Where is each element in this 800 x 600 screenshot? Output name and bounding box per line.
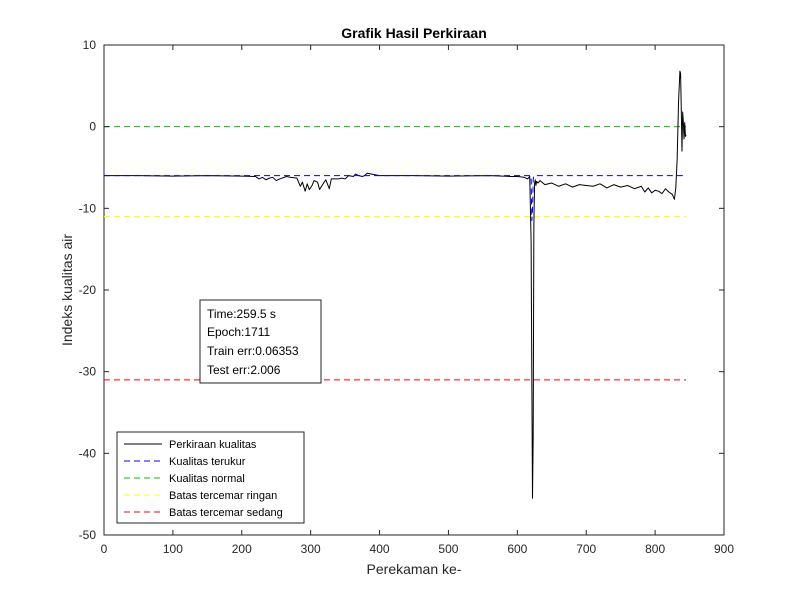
info-time: Time:259.5 s — [207, 307, 276, 321]
info-train-err: Train err:0.06353 — [207, 344, 299, 358]
y-tick-label: -30 — [79, 365, 97, 379]
training-info-box-frame — [199, 299, 322, 384]
x-tick-label: 400 — [370, 542, 390, 556]
x-tick-label: 300 — [301, 542, 321, 556]
x-axis-ticks: 0 100 200 300 400 500 600 700 800 900 — [101, 45, 734, 556]
chart-title: Grafik Hasil Perkiraan — [341, 25, 487, 41]
y-axis-ticks: 10 0 -10 -20 -30 -40 -50 — [79, 38, 724, 542]
legend-label: Batas tercemar ringan — [169, 490, 277, 502]
x-tick-label: 200 — [232, 542, 252, 556]
info-epoch: Epoch:1711 — [207, 325, 270, 339]
legend-label: Kualitas terukur — [169, 456, 246, 468]
training-info-box: Time:259.5 s Epoch:1711 Train err:0.0635… — [199, 299, 322, 384]
x-axis-label: Perekaman ke- — [367, 561, 462, 577]
x-tick-label: 500 — [438, 542, 458, 556]
y-tick-label: -10 — [79, 201, 97, 215]
y-tick-label: -40 — [79, 446, 97, 460]
y-tick-label: 0 — [89, 120, 96, 134]
series-line-0 — [104, 70, 687, 499]
info-test-err: Test err:2.006 — [207, 363, 281, 377]
legend-label: Perkiraan kualitas — [169, 439, 257, 451]
legend-label: Kualitas normal — [169, 473, 245, 485]
legend: Perkiraan kualitas Kualitas terukur Kualit… — [116, 431, 305, 524]
x-tick-label: 800 — [645, 542, 665, 556]
x-tick-label: 900 — [714, 542, 734, 556]
legend-label: Batas tercemar sedang — [169, 507, 283, 519]
x-tick-label: 0 — [101, 542, 108, 556]
series-layer — [104, 70, 687, 499]
y-tick-label: 10 — [83, 38, 97, 52]
y-axis-label: Indeks kualitas air — [59, 234, 75, 346]
x-tick-label: 600 — [507, 542, 527, 556]
y-tick-label: -50 — [79, 528, 97, 542]
y-tick-label: -20 — [79, 283, 97, 297]
x-tick-label: 100 — [163, 542, 183, 556]
x-tick-label: 700 — [576, 542, 596, 556]
